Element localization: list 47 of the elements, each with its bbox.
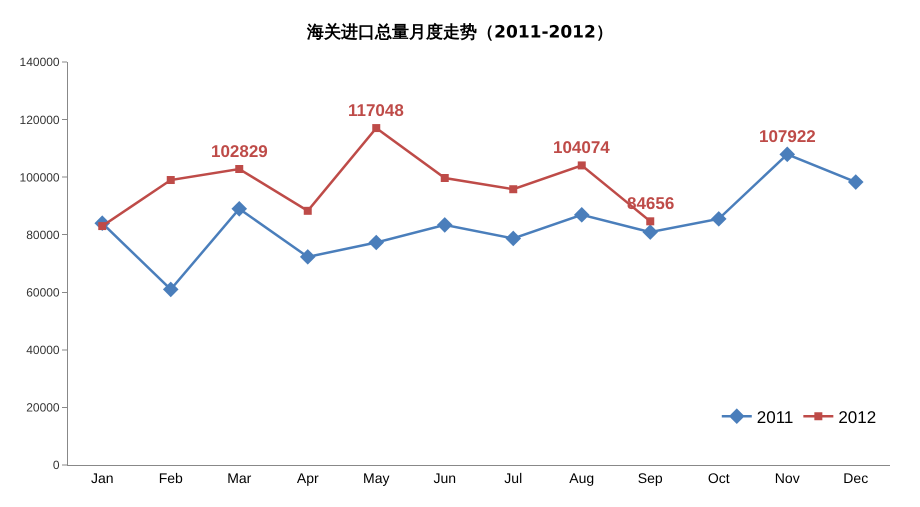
y-tick-label: 20000 <box>26 400 60 415</box>
x-tick-label: Jul <box>504 470 522 486</box>
point <box>779 146 796 162</box>
point <box>300 249 316 265</box>
x-tick-label: Mar <box>227 470 252 486</box>
x-tick-label: May <box>363 470 390 486</box>
x-tick-label: Apr <box>296 470 319 486</box>
y-tick-label: 140000 <box>20 55 60 70</box>
x-tick-label: Sep <box>638 470 663 486</box>
y-tick-label: 120000 <box>20 112 60 127</box>
y-tick-label: 0 <box>52 458 60 472</box>
x-tick-label: Dec <box>843 470 868 486</box>
legend-label: 2011 <box>756 408 794 427</box>
point <box>372 124 380 132</box>
point <box>304 206 312 215</box>
point <box>646 217 654 226</box>
annotation: 102829 <box>211 142 268 161</box>
point <box>574 207 590 223</box>
x-tick-label: Jun <box>433 470 456 486</box>
x-tick-label: Oct <box>708 470 730 486</box>
x-tick-label: Feb <box>158 470 184 486</box>
chart-title: 海关进口总量月度走势（2011-2012） <box>306 22 613 42</box>
point <box>509 185 518 194</box>
y-tick-label: 40000 <box>26 343 60 358</box>
point <box>436 217 453 233</box>
point <box>440 174 449 182</box>
y-tick-label: 60000 <box>26 285 60 300</box>
x-tick-label: Nov <box>774 470 800 486</box>
legend-label: 2012 <box>838 408 876 427</box>
x-tick-label: Aug <box>569 470 594 486</box>
x-tick-label: Jan <box>90 470 114 486</box>
annotation: 107922 <box>759 127 816 146</box>
annotation: 84656 <box>627 194 674 213</box>
point <box>848 174 864 190</box>
point <box>368 234 384 250</box>
annotation: 104074 <box>553 138 610 157</box>
point <box>162 282 179 298</box>
point <box>505 230 522 246</box>
point <box>235 165 244 173</box>
point <box>710 211 727 227</box>
point <box>166 176 175 184</box>
annotation: 117048 <box>348 101 404 120</box>
point <box>578 161 586 170</box>
y-tick-label: 80000 <box>26 228 60 242</box>
point <box>231 201 248 217</box>
point <box>642 224 658 240</box>
y-tick-label: 100000 <box>20 170 60 184</box>
